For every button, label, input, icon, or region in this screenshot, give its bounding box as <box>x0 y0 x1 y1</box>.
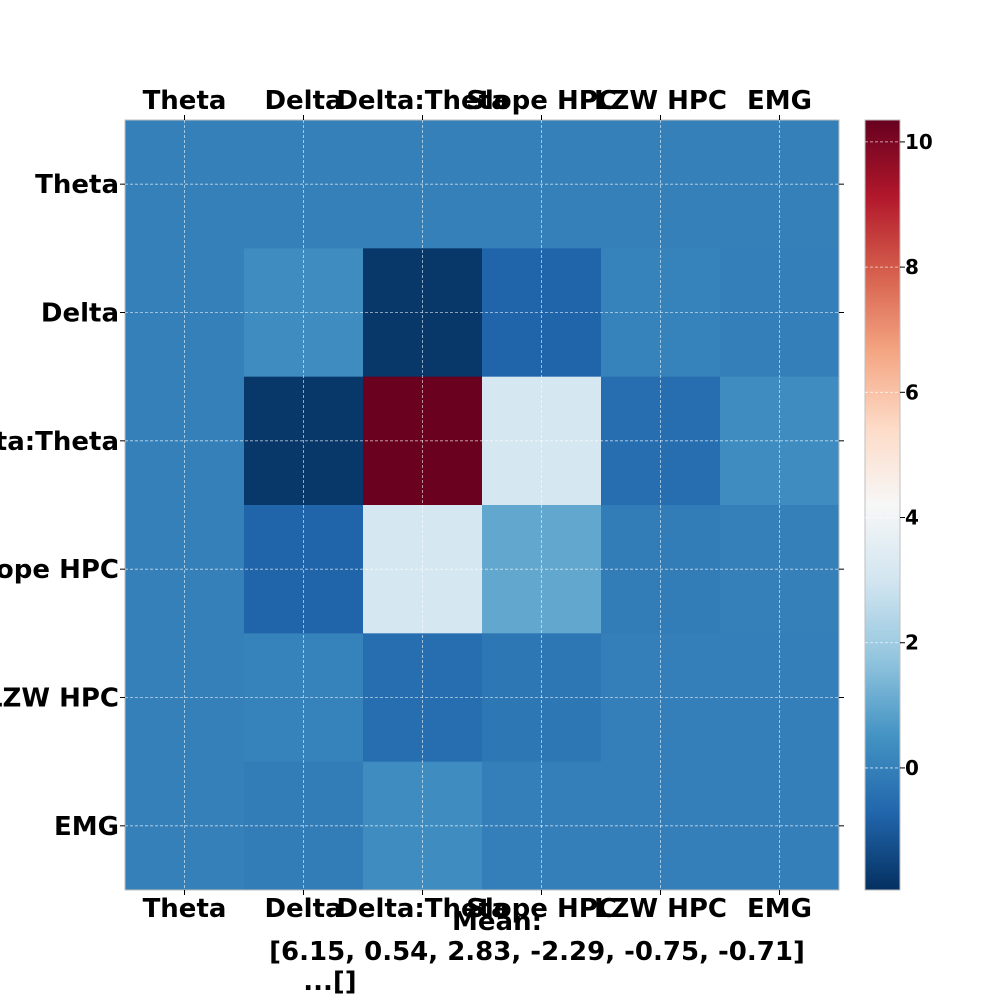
heatmap-cells <box>125 120 840 891</box>
y-tick-labels: Theta Delta Delta:Theta Slope HPC LZW HPC EMG <box>0 170 119 842</box>
colorbar-tick-label: 2 <box>905 631 919 655</box>
x-tick-label-bottom: EMG <box>747 894 812 924</box>
y-tick-label: Delta <box>41 299 119 329</box>
x-tick-label-bottom: Slope HPC <box>466 894 617 924</box>
axis-ticks <box>120 115 844 895</box>
x-tick-label-top: Theta <box>143 86 227 116</box>
x-tick-label-bottom: Theta <box>143 894 227 924</box>
y-tick-label: LZW HPC <box>0 684 119 714</box>
colorbar-ticks: 0 2 4 6 8 10 <box>865 130 933 780</box>
x-tick-label-top: Delta <box>264 86 342 116</box>
caption-line-1: Mean: <box>452 907 542 937</box>
colorbar-tick-label: 4 <box>905 506 919 530</box>
x-tick-label-top: Delta:Theta <box>336 86 508 116</box>
y-tick-label: Delta:Theta <box>0 427 119 457</box>
x-tick-label-bottom: Delta:Theta <box>336 894 508 924</box>
heatmap-grid <box>125 120 839 890</box>
caption-line-3: ...[] <box>303 967 356 997</box>
x-tick-label-top: EMG <box>747 86 812 116</box>
caption-line-2: [6.15, 0.54, 2.83, -2.29, -0.75, -0.71] <box>269 937 805 967</box>
x-tick-label-bottom: LZW HPC <box>594 894 727 924</box>
colorbar-tick-label: 8 <box>905 255 919 279</box>
colorbar-tick-label: 0 <box>905 756 919 780</box>
y-tick-label: EMG <box>54 812 119 842</box>
x-tick-label-top: Slope HPC <box>466 86 617 116</box>
colorbar-tick-label: 6 <box>905 380 919 404</box>
y-tick-label: Slope HPC <box>0 555 119 585</box>
colorbar <box>864 119 901 891</box>
x-tick-label-top: LZW HPC <box>594 86 727 116</box>
x-tick-label-bottom: Delta <box>264 894 342 924</box>
heatmap-frame <box>124 119 840 891</box>
colorbar-tick-label: 10 <box>905 130 933 154</box>
y-tick-label: Theta <box>35 170 119 200</box>
